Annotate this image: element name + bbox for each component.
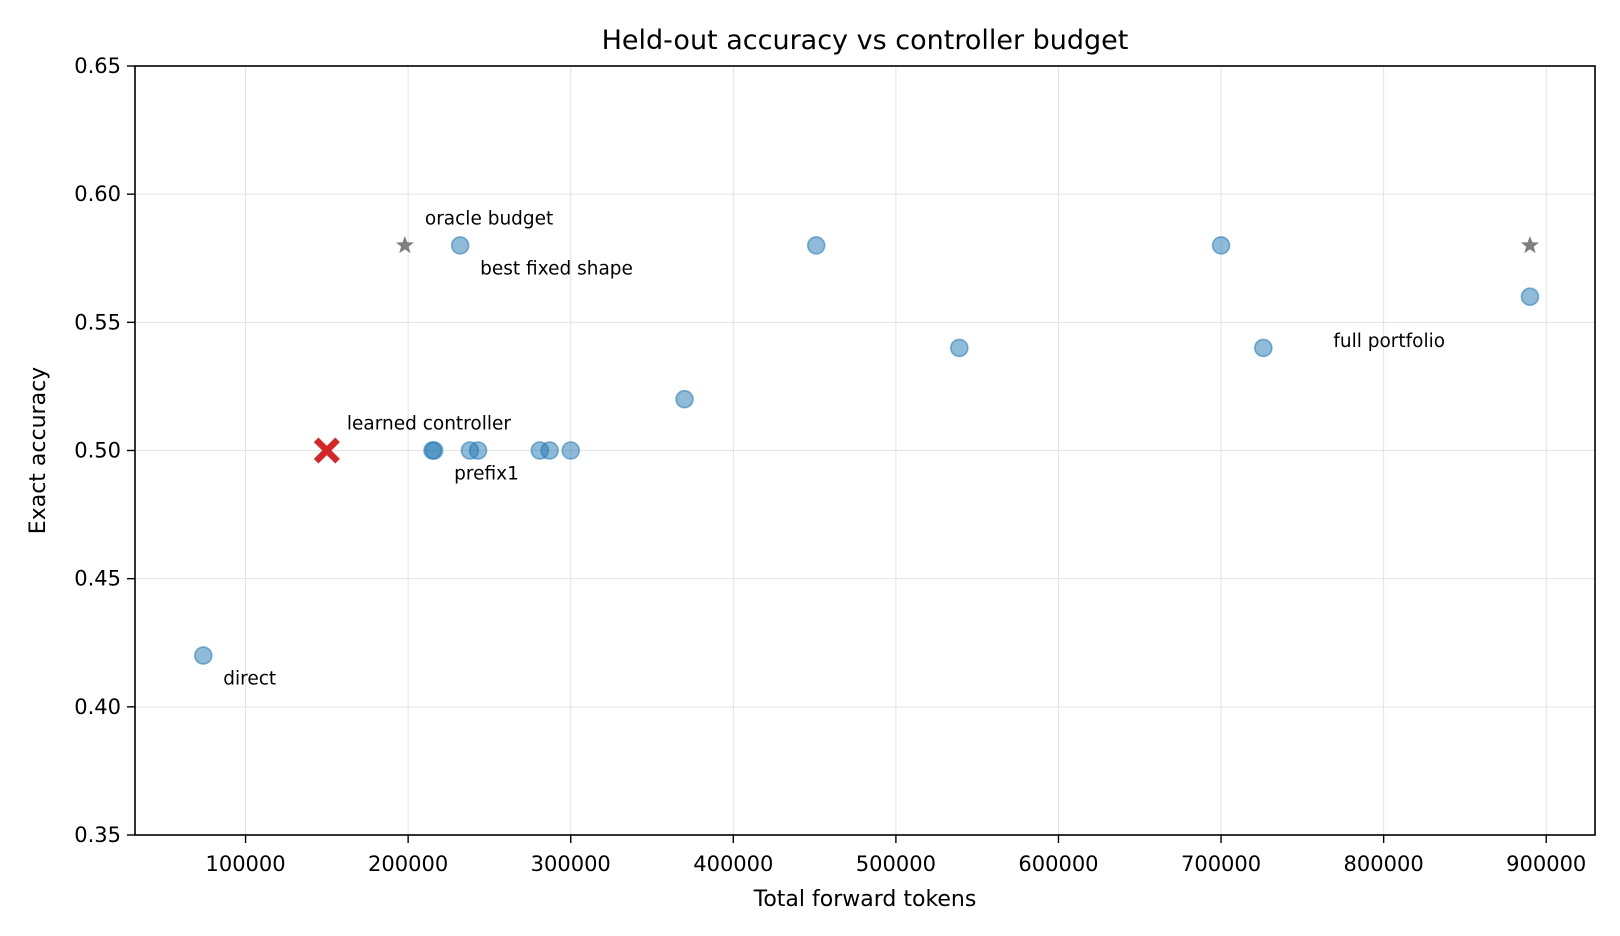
- oracle-star-marker: [395, 235, 414, 254]
- x-tick-label: 600000: [1018, 852, 1098, 876]
- annotation-label: oracle budget: [425, 208, 553, 229]
- x-tick-label: 800000: [1344, 852, 1424, 876]
- x-tick-label: 400000: [693, 852, 773, 876]
- annotation-label: learned controller: [347, 414, 512, 435]
- chart-title: Held-out accuracy vs controller budget: [602, 25, 1129, 56]
- x-tick-label: 500000: [856, 852, 936, 876]
- y-tick-label: 0.60: [74, 182, 121, 206]
- x-tick-label: 200000: [368, 852, 448, 876]
- annotations: direct learned controller prefix1 oracle bu…: [223, 208, 1445, 689]
- x-axis-ticks: 100000 200000 300000 400000 500000 600000 7000…: [205, 835, 1586, 876]
- data-point: [806, 236, 826, 255]
- x-tick-label: 100000: [205, 852, 285, 876]
- data-point: [949, 338, 969, 358]
- oracle-star-marker: [1520, 235, 1539, 254]
- data-points: [193, 235, 1540, 665]
- data-point: [468, 441, 488, 460]
- y-tick-label: 0.35: [74, 823, 121, 847]
- learned-controller-marker: [313, 437, 340, 464]
- data-point: [1254, 338, 1273, 358]
- y-tick-label: 0.65: [74, 54, 121, 78]
- y-tick-label: 0.55: [74, 310, 121, 334]
- x-tick-label: 900000: [1506, 852, 1586, 876]
- data-point: [450, 236, 470, 255]
- y-tick-label: 0.45: [74, 567, 121, 591]
- data-point: [540, 441, 559, 460]
- data-point: [193, 646, 213, 665]
- x-tick-label: 300000: [531, 852, 611, 876]
- annotation-label: full portfolio: [1333, 331, 1445, 352]
- x-tick-label: 700000: [1181, 852, 1261, 876]
- annotation-label: best fixed shape: [480, 258, 633, 279]
- y-axis-label: Exact accuracy: [26, 367, 51, 534]
- data-point: [424, 441, 444, 460]
- y-tick-label: 0.50: [74, 439, 121, 463]
- data-point: [1211, 236, 1231, 255]
- annotation-label: prefix1: [454, 464, 519, 485]
- y-axis-ticks: 0.35 0.40 0.45 0.50 0.55 0.60 0.65: [74, 54, 135, 847]
- data-point: [1520, 287, 1540, 307]
- data-point: [675, 389, 694, 409]
- annotation-label: direct: [223, 669, 276, 690]
- y-tick-label: 0.40: [74, 695, 121, 719]
- data-point: [561, 441, 581, 460]
- x-axis-label: Total forward tokens: [753, 887, 977, 912]
